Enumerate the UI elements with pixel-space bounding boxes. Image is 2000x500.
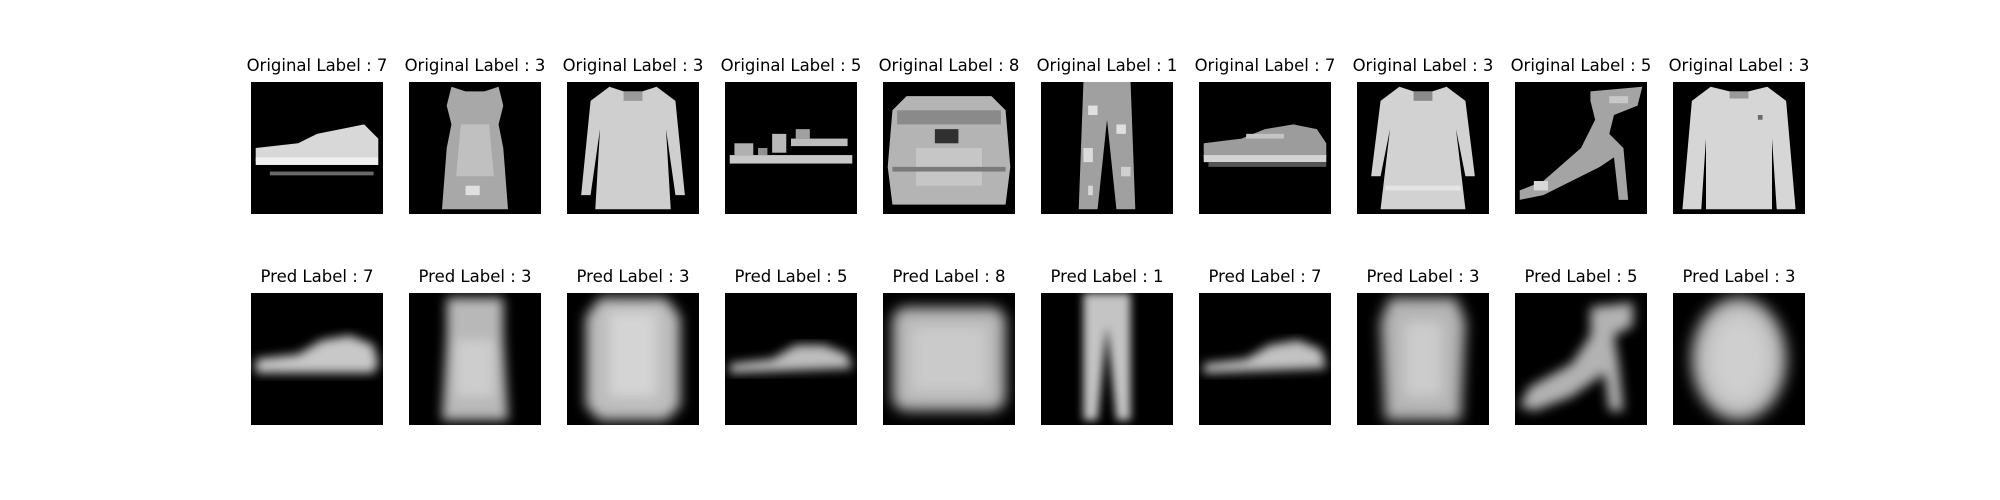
- original-label: Original Label : 5: [1510, 56, 1652, 75]
- pred-row: Pred Label : 7 Pred Label : 3 Pred Label…: [0, 211, 2000, 425]
- original-cell: Original Label : 5: [1511, 0, 1651, 214]
- pred-label: Pred Label : 3: [576, 267, 690, 286]
- pred-label: Pred Label : 3: [418, 267, 532, 286]
- original-cell: Original Label : 7: [247, 0, 387, 214]
- pred-label: Pred Label : 3: [1682, 267, 1796, 286]
- pred-label: Pred Label : 7: [1208, 267, 1322, 286]
- dress-image: [409, 82, 541, 214]
- pred-cell: Pred Label : 8: [883, 211, 1015, 425]
- sneaker-image: [251, 82, 383, 214]
- dress-image: [567, 293, 699, 425]
- pred-label: Pred Label : 8: [892, 267, 1006, 286]
- original-cell: Original Label : 1: [1037, 0, 1177, 214]
- pred-cell: Pred Label : 3: [1357, 211, 1489, 425]
- dress-image: [1357, 293, 1489, 425]
- original-cell: Original Label : 3: [1669, 0, 1809, 214]
- bag-image: [883, 293, 1015, 425]
- dress-image: [409, 293, 541, 425]
- heel-sandal-image: [1515, 82, 1647, 214]
- trouser-image: [1041, 82, 1173, 214]
- original-label: Original Label : 3: [1352, 56, 1494, 75]
- dress-image: [1357, 82, 1489, 214]
- pred-cell: Pred Label : 7: [251, 211, 383, 425]
- original-label: Original Label : 3: [1668, 56, 1810, 75]
- heel-sandal-image: [1515, 293, 1647, 425]
- pred-cell: Pred Label : 5: [1515, 211, 1647, 425]
- dress-image: [567, 82, 699, 214]
- pred-cell: Pred Label : 3: [409, 211, 541, 425]
- original-label: Original Label : 7: [246, 56, 388, 75]
- original-cell: Original Label : 3: [1353, 0, 1493, 214]
- original-cell: Original Label : 5: [721, 0, 861, 214]
- pred-label: Pred Label : 5: [1524, 267, 1638, 286]
- original-label: Original Label : 3: [404, 56, 546, 75]
- sneaker-image: [1199, 82, 1331, 214]
- original-label: Original Label : 1: [1036, 56, 1178, 75]
- dress-image: [1673, 82, 1805, 214]
- original-cell: Original Label : 8: [879, 0, 1019, 214]
- sneaker-image: [251, 293, 383, 425]
- original-cell: Original Label : 7: [1195, 0, 1335, 214]
- original-cell: Original Label : 3: [405, 0, 545, 214]
- pred-cell: Pred Label : 5: [725, 211, 857, 425]
- pred-cell: Pred Label : 3: [567, 211, 699, 425]
- trouser-image: [1041, 293, 1173, 425]
- dress-image: [1673, 293, 1805, 425]
- original-cell: Original Label : 3: [563, 0, 703, 214]
- pred-label: Pred Label : 7: [260, 267, 374, 286]
- pred-label: Pred Label : 1: [1050, 267, 1164, 286]
- pred-cell: Pred Label : 7: [1199, 211, 1331, 425]
- pred-cell: Pred Label : 1: [1041, 211, 1173, 425]
- pred-label: Pred Label : 3: [1366, 267, 1480, 286]
- sandal-image: [725, 82, 857, 214]
- pred-cell: Pred Label : 3: [1673, 211, 1805, 425]
- sneaker-image: [1199, 293, 1331, 425]
- original-row: Original Label : 7 Original Label : 3 Or…: [0, 0, 2000, 214]
- original-label: Original Label : 5: [720, 56, 862, 75]
- sandal-image: [725, 293, 857, 425]
- pred-label: Pred Label : 5: [734, 267, 848, 286]
- original-label: Original Label : 7: [1194, 56, 1336, 75]
- original-label: Original Label : 3: [562, 56, 704, 75]
- bag-image: [883, 82, 1015, 214]
- original-label: Original Label : 8: [878, 56, 1020, 75]
